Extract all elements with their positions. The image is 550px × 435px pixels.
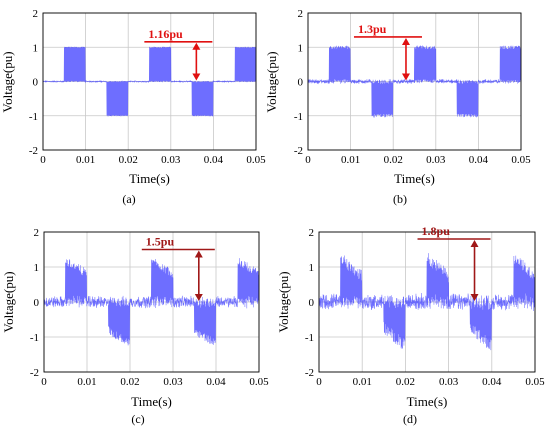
x-axis-label: Time(s) bbox=[407, 394, 448, 409]
x-axis-label: Time(s) bbox=[131, 394, 172, 409]
x-tick-label: 0.05 bbox=[525, 376, 545, 388]
x-tick-label: 0.05 bbox=[511, 154, 531, 166]
x-axis-label: Time(s) bbox=[129, 171, 170, 186]
y-tick-label: -1 bbox=[294, 111, 303, 123]
y-tick-label: 2 bbox=[33, 8, 39, 20]
y-tick-label: 0 bbox=[309, 297, 315, 309]
x-tick-label: 0.01 bbox=[77, 376, 96, 388]
x-tick-label: 0.03 bbox=[163, 376, 183, 388]
chart-panel-4: 0 0.01 0.02 0.03 0.04 0.05 -2 -1 0 1 2 Time(s) Volta… bbox=[276, 224, 545, 426]
x-tick-label: 0.03 bbox=[161, 154, 181, 166]
y-tick-label: 1 bbox=[34, 262, 40, 274]
y-tick-label: 2 bbox=[309, 227, 315, 239]
y-tick-label: -1 bbox=[30, 332, 39, 344]
series-line bbox=[318, 253, 536, 351]
arrow-head-up bbox=[470, 240, 479, 247]
x-tick-label: 0.04 bbox=[204, 154, 224, 166]
x-tick-label: 0 bbox=[41, 376, 47, 388]
y-tick-label: -1 bbox=[305, 332, 314, 344]
panel-label: (a) bbox=[122, 192, 135, 206]
arrow-head-up bbox=[194, 250, 203, 258]
y-axis-label: Voltage(pu) bbox=[264, 51, 279, 112]
peak-annotation-label: 1.5pu bbox=[146, 235, 175, 249]
peak-annotation-label: 1.16pu bbox=[148, 27, 183, 41]
x-tick-label: 0.05 bbox=[249, 376, 269, 388]
series-line bbox=[43, 258, 260, 346]
chart-panel-3: 0 0.01 0.02 0.03 0.04 0.05 -2 -1 0 1 2 Time(s) Volta… bbox=[1, 227, 269, 426]
x-tick-label: 0.03 bbox=[439, 376, 459, 388]
y-tick-label: 0 bbox=[298, 77, 304, 89]
arrow-head-down bbox=[192, 73, 201, 81]
x-tick-label: 0.04 bbox=[206, 376, 226, 388]
panel-label: (c) bbox=[131, 412, 144, 426]
y-axis-label: Voltage(pu) bbox=[0, 51, 15, 112]
x-tick-label: 0 bbox=[40, 154, 46, 166]
x-tick-label: 0.04 bbox=[482, 376, 502, 388]
x-tick-label: 0.02 bbox=[120, 376, 139, 388]
y-tick-label: -2 bbox=[30, 367, 39, 379]
y-tick-label: -2 bbox=[294, 145, 303, 157]
arrow-head-down bbox=[470, 294, 479, 301]
y-tick-label: 0 bbox=[34, 297, 40, 309]
y-tick-label: 1 bbox=[33, 42, 39, 54]
plot-frame bbox=[318, 231, 536, 373]
y-tick-label: 1 bbox=[309, 262, 315, 274]
y-tick-label: -2 bbox=[305, 367, 314, 379]
series-line bbox=[42, 46, 257, 117]
x-tick-label: 0.04 bbox=[469, 154, 489, 166]
y-axis-label: Voltage(pu) bbox=[1, 271, 16, 332]
x-tick-label: 0.03 bbox=[426, 154, 446, 166]
x-tick-label: 0.01 bbox=[76, 154, 95, 166]
y-tick-label: 2 bbox=[298, 8, 304, 20]
chart-panel-2: 0 0.01 0.02 0.03 0.04 0.05 -2 -1 0 1 2 Time(s) Volta… bbox=[264, 8, 531, 206]
y-tick-label: 1 bbox=[298, 42, 304, 54]
arrow-head-down bbox=[401, 73, 410, 81]
x-tick-label: 0.05 bbox=[246, 154, 266, 166]
y-tick-label: -1 bbox=[29, 111, 38, 123]
panel-label: (d) bbox=[403, 412, 417, 426]
peak-annotation-label: 1.8pu bbox=[422, 224, 451, 238]
x-tick-label: 0.01 bbox=[353, 376, 372, 388]
chart-panel-1: 0 0.01 0.02 0.03 0.04 0.05 -2 -1 0 1 2 Time(s) Volta… bbox=[0, 8, 266, 206]
x-tick-label: 0.02 bbox=[119, 154, 138, 166]
arrow-head-up bbox=[401, 37, 410, 45]
x-tick-label: 0 bbox=[305, 154, 311, 166]
arrow-head-down bbox=[194, 294, 203, 301]
x-tick-label: 0.02 bbox=[384, 154, 403, 166]
x-tick-label: 0 bbox=[316, 376, 322, 388]
y-axis-label: Voltage(pu) bbox=[276, 271, 291, 332]
plot-frame bbox=[307, 12, 522, 151]
x-tick-label: 0.02 bbox=[396, 376, 415, 388]
panel-label: (b) bbox=[393, 192, 407, 206]
y-tick-label: 2 bbox=[34, 227, 40, 239]
arrow-head-up bbox=[192, 42, 201, 50]
series-line bbox=[307, 45, 522, 118]
peak-annotation-label: 1.3pu bbox=[358, 22, 387, 36]
x-axis-label: Time(s) bbox=[394, 171, 435, 186]
y-tick-label: 0 bbox=[33, 77, 39, 89]
x-tick-label: 0.01 bbox=[341, 154, 360, 166]
plot-frame bbox=[43, 231, 260, 373]
y-tick-label: -2 bbox=[29, 145, 38, 157]
plot-frame bbox=[42, 12, 257, 151]
